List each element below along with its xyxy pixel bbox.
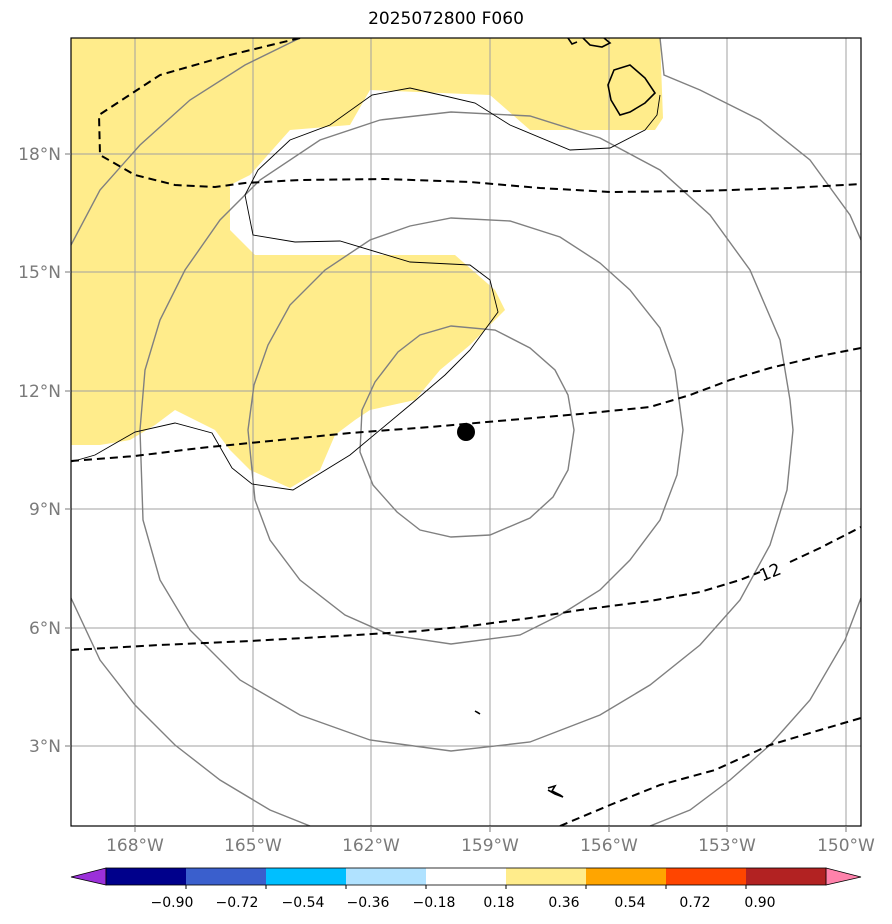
latitude-labels: 18°N 15°N 12°N 9°N 6°N 3°N xyxy=(18,145,61,757)
colorbar-tick-label: 0.54 xyxy=(614,895,645,911)
atoll-coast-1 xyxy=(474,710,481,715)
colorbar-tick-label: −0.18 xyxy=(413,895,456,911)
black-contours xyxy=(71,87,661,491)
colorbar-cell xyxy=(666,868,747,885)
colorbar-cell xyxy=(586,868,667,885)
colorbar-tick-label: −0.36 xyxy=(347,895,390,911)
maui-coast xyxy=(582,38,612,48)
storm-center-marker xyxy=(457,423,475,441)
lat-label: 6°N xyxy=(29,619,61,639)
dashed-contours xyxy=(71,38,861,826)
colorbar-cell xyxy=(746,868,827,885)
lat-label: 9°N xyxy=(29,500,61,520)
lon-label: 165°W xyxy=(224,836,282,856)
lat-label: 3°N xyxy=(29,737,61,757)
lon-label: 162°W xyxy=(342,836,400,856)
gridlines xyxy=(71,38,861,826)
lat-label: 12°N xyxy=(18,382,61,402)
longitude-labels: 168°W 165°W 162°W 159°W 156°W 153°W 150°… xyxy=(106,836,875,856)
colorbar-left-extension xyxy=(70,867,107,886)
colorbar-frame xyxy=(105,867,827,886)
grey-contours xyxy=(71,38,861,826)
colorbar-tick-label: −0.54 xyxy=(282,895,325,911)
coastlines xyxy=(474,38,657,798)
colorbar-tick-label: 0.90 xyxy=(744,895,775,911)
colorbar-tick-label: −0.90 xyxy=(151,895,194,911)
lon-label: 159°W xyxy=(461,836,519,856)
atoll-coast-2 xyxy=(547,784,564,798)
lat-label: 18°N xyxy=(18,145,61,165)
colorbar-cell xyxy=(506,868,587,885)
big-island-coast xyxy=(607,64,657,116)
colorbar-cell xyxy=(426,868,507,885)
colorbar-cell xyxy=(106,868,187,885)
small-island-coast xyxy=(567,38,578,45)
colorbar-tick-label: 0.72 xyxy=(679,895,710,911)
map-frame xyxy=(70,37,862,827)
anomaly-shading xyxy=(71,38,663,488)
lon-label: 168°W xyxy=(106,836,164,856)
colorbar-tick-label: −0.72 xyxy=(216,895,259,911)
colorbar-right-extension xyxy=(825,867,862,886)
map-title: 2025072800 F060 xyxy=(368,9,524,29)
colorbar-tick-label: 0.36 xyxy=(548,895,579,911)
colorbar-cell xyxy=(266,868,347,885)
colorbar-cell xyxy=(346,868,427,885)
lon-label: 156°W xyxy=(580,836,638,856)
colorbar-tick-label: 0.18 xyxy=(483,895,514,911)
map-panel: 12 xyxy=(71,38,861,826)
axis-ticks xyxy=(65,153,847,832)
colorbar: −0.90 −0.72 −0.54 −0.36 −0.18 0.18 0.36 … xyxy=(70,867,862,911)
lon-label: 150°W xyxy=(817,836,875,856)
colorbar-cell xyxy=(186,868,267,885)
lon-label: 153°W xyxy=(698,836,756,856)
lat-label: 15°N xyxy=(18,263,61,283)
